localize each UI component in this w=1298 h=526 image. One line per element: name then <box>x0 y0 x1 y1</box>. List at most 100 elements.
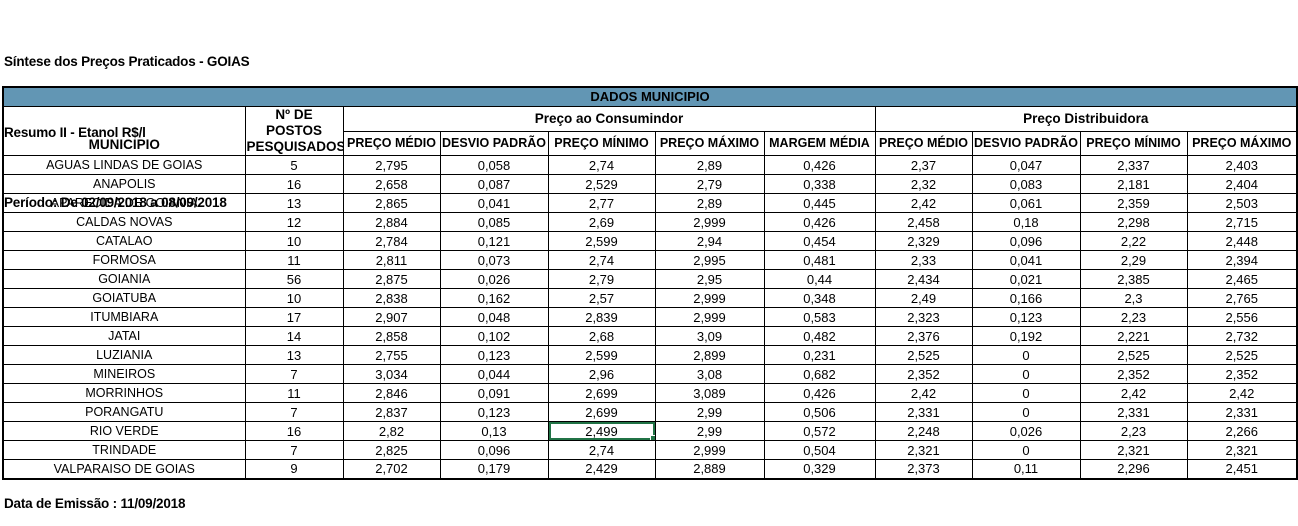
value-cell[interactable]: 0,454 <box>763 231 876 252</box>
postos-cell[interactable]: 17 <box>244 307 344 328</box>
value-cell[interactable]: 2,907 <box>342 307 441 328</box>
value-cell[interactable]: 3,08 <box>654 364 765 385</box>
value-cell[interactable]: 0,348 <box>763 288 876 309</box>
postos-cell[interactable]: 7 <box>244 402 344 423</box>
value-cell[interactable]: 2,865 <box>342 193 441 214</box>
value-cell[interactable]: 2,321 <box>1186 440 1298 461</box>
municipio-cell[interactable]: GOIATUBA <box>2 288 246 309</box>
postos-cell[interactable]: 7 <box>244 364 344 385</box>
value-cell[interactable]: 2,89 <box>654 193 765 214</box>
value-cell[interactable]: 0 <box>971 402 1081 423</box>
value-cell[interactable]: 2,42 <box>874 193 973 214</box>
value-cell[interactable]: 2,323 <box>874 307 973 328</box>
value-cell[interactable]: 0,058 <box>439 155 549 176</box>
municipio-cell[interactable]: LUZIANIA <box>2 345 246 366</box>
value-cell[interactable]: 2,999 <box>654 440 765 461</box>
value-cell[interactable]: 2,321 <box>1079 440 1188 461</box>
value-cell[interactable]: 2,74 <box>547 250 656 271</box>
municipio-cell[interactable]: MORRINHOS <box>2 383 246 404</box>
value-cell[interactable]: 2,42 <box>1186 383 1298 404</box>
value-cell[interactable]: 2,795 <box>342 155 441 176</box>
value-cell[interactable]: 2,99 <box>654 402 765 423</box>
value-cell[interactable]: 0,682 <box>763 364 876 385</box>
municipio-cell[interactable]: CATALAO <box>2 231 246 252</box>
value-cell[interactable]: 2,221 <box>1079 326 1188 347</box>
value-cell[interactable]: 3,034 <box>342 364 441 385</box>
value-cell[interactable]: 0,162 <box>439 288 549 309</box>
postos-cell[interactable]: 12 <box>244 212 344 233</box>
value-cell[interactable]: 0,231 <box>763 345 876 366</box>
value-cell[interactable]: 0,13 <box>439 421 549 442</box>
value-cell[interactable]: 2,49 <box>874 288 973 309</box>
value-cell[interactable]: 0,087 <box>439 174 549 195</box>
value-cell[interactable]: 0,021 <box>971 269 1081 290</box>
value-cell[interactable]: 0,166 <box>971 288 1081 309</box>
postos-cell[interactable]: 56 <box>244 269 344 290</box>
value-cell[interactable]: 2,458 <box>874 212 973 233</box>
value-cell[interactable]: 2,79 <box>654 174 765 195</box>
value-cell[interactable]: 2,96 <box>547 364 656 385</box>
value-cell[interactable]: 3,089 <box>654 383 765 404</box>
group-header-distributor[interactable]: Preço Distribuidora <box>874 105 1298 132</box>
value-cell[interactable]: 2,599 <box>547 231 656 252</box>
column-header[interactable]: PREÇO MÁXIMO <box>1186 130 1298 157</box>
value-cell[interactable]: 0,426 <box>763 383 876 404</box>
value-cell[interactable]: 0,061 <box>971 193 1081 214</box>
value-cell[interactable]: 2,373 <box>874 459 973 480</box>
value-cell[interactable]: 2,23 <box>1079 421 1188 442</box>
value-cell[interactable]: 2,999 <box>654 307 765 328</box>
value-cell[interactable]: 2,699 <box>547 402 656 423</box>
value-cell[interactable]: 2,755 <box>342 345 441 366</box>
value-cell[interactable]: 0,041 <box>971 250 1081 271</box>
value-cell[interactable]: 2,82 <box>342 421 441 442</box>
municipio-cell[interactable]: CALDAS NOVAS <box>2 212 246 233</box>
value-cell[interactable]: 0,026 <box>971 421 1081 442</box>
value-cell[interactable]: 2,331 <box>1079 402 1188 423</box>
value-cell[interactable]: 2,899 <box>654 345 765 366</box>
value-cell[interactable]: 0,085 <box>439 212 549 233</box>
group-header-consumer[interactable]: Preço ao Consumindor <box>342 105 876 132</box>
value-cell[interactable]: 2,321 <box>874 440 973 461</box>
value-cell[interactable]: 0,123 <box>439 402 549 423</box>
value-cell[interactable]: 2,298 <box>1079 212 1188 233</box>
value-cell[interactable]: 2,838 <box>342 288 441 309</box>
value-cell[interactable]: 0 <box>971 364 1081 385</box>
value-cell[interactable]: 2,889 <box>654 459 765 480</box>
value-cell[interactable]: 2,784 <box>342 231 441 252</box>
municipio-cell[interactable]: APARECIDA DE GOIANIA <box>2 193 246 214</box>
value-cell[interactable]: 2,995 <box>654 250 765 271</box>
postos-cell[interactable]: 11 <box>244 383 344 404</box>
postos-cell[interactable]: 7 <box>244 440 344 461</box>
value-cell[interactable]: 2,837 <box>342 402 441 423</box>
column-header[interactable]: MARGEM MÉDIA <box>763 130 876 157</box>
value-cell[interactable]: 0 <box>971 345 1081 366</box>
value-cell[interactable]: 0,179 <box>439 459 549 480</box>
selected-cell[interactable]: 2,499 <box>547 421 656 442</box>
value-cell[interactable]: 2,337 <box>1079 155 1188 176</box>
municipio-cell[interactable]: VALPARAISO DE GOIAS <box>2 459 246 480</box>
value-cell[interactable]: 2,525 <box>1079 345 1188 366</box>
value-cell[interactable]: 0 <box>971 383 1081 404</box>
value-cell[interactable]: 2,266 <box>1186 421 1298 442</box>
value-cell[interactable]: 0,047 <box>971 155 1081 176</box>
value-cell[interactable]: 2,42 <box>874 383 973 404</box>
column-header[interactable]: PREÇO MÉDIO <box>874 130 973 157</box>
municipio-cell[interactable]: PORANGATU <box>2 402 246 423</box>
column-header[interactable]: DESVIO PADRÃO <box>971 130 1081 157</box>
value-cell[interactable]: 2,331 <box>1186 402 1298 423</box>
value-cell[interactable]: 0,192 <box>971 326 1081 347</box>
value-cell[interactable]: 2,448 <box>1186 231 1298 252</box>
value-cell[interactable]: 2,99 <box>654 421 765 442</box>
value-cell[interactable]: 2,385 <box>1079 269 1188 290</box>
value-cell[interactable]: 2,451 <box>1186 459 1298 480</box>
value-cell[interactable]: 2,599 <box>547 345 656 366</box>
value-cell[interactable]: 2,33 <box>874 250 973 271</box>
value-cell[interactable]: 0,044 <box>439 364 549 385</box>
value-cell[interactable]: 0,572 <box>763 421 876 442</box>
value-cell[interactable]: 2,22 <box>1079 231 1188 252</box>
value-cell[interactable]: 2,329 <box>874 231 973 252</box>
value-cell[interactable]: 2,42 <box>1079 383 1188 404</box>
value-cell[interactable]: 2,811 <box>342 250 441 271</box>
value-cell[interactable]: 2,465 <box>1186 269 1298 290</box>
value-cell[interactable]: 0 <box>971 440 1081 461</box>
